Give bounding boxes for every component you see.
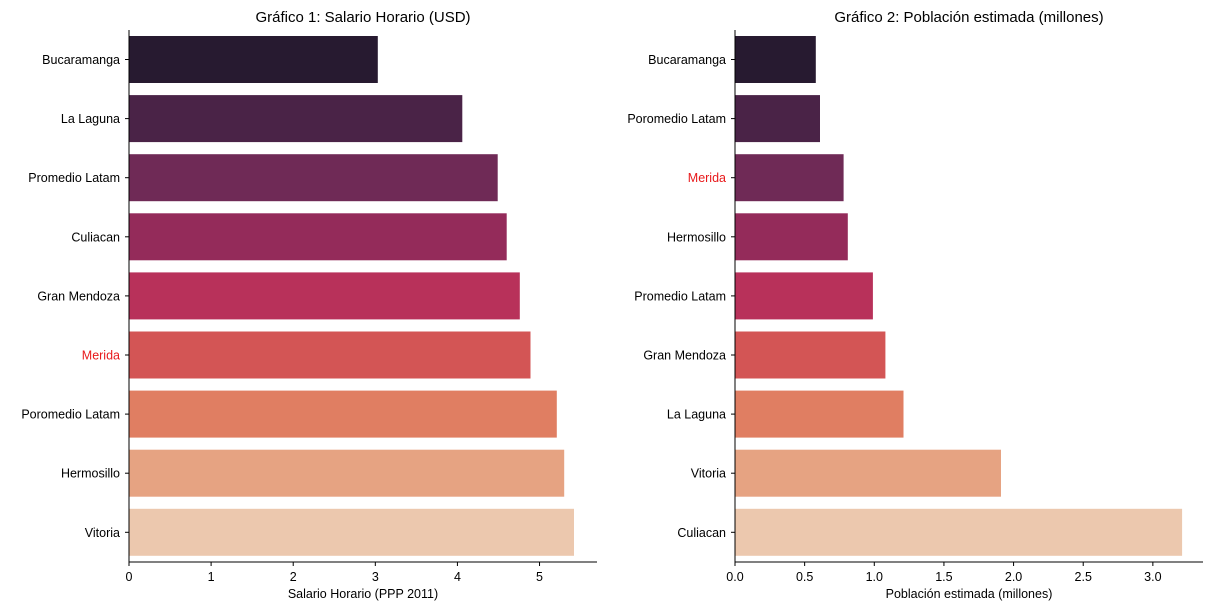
chart1-category-label-7: Hermosillo: [61, 467, 120, 481]
chart1-bar-8: [129, 508, 574, 556]
chart1-title: Gráfico 1: Salario Horario (USD): [255, 9, 470, 26]
chart1-category-label-1: La Laguna: [61, 112, 120, 126]
chart1-xtick-label-1: 1: [208, 570, 215, 584]
chart1-xtick-label-0: 0: [126, 570, 133, 584]
chart1-bar-2: [129, 154, 498, 202]
chart2-bar-7: [735, 449, 1001, 497]
chart1-xtick-label-5: 5: [536, 570, 543, 584]
chart1-bar-7: [129, 449, 565, 497]
chart2-category-label-3: Hermosillo: [667, 230, 726, 244]
chart2-bar-0: [735, 36, 816, 83]
chart2-category-label-5: Gran Mendoza: [643, 349, 726, 363]
chart2-xtick-label-4: 2.0: [1005, 570, 1022, 584]
chart1-bar-4: [129, 272, 520, 320]
chart1-bar-6: [129, 390, 557, 438]
chart1-xtick-label-4: 4: [454, 570, 461, 584]
chart1-x-axis-label: Salario Horario (PPP 2011): [288, 587, 438, 601]
chart2-category-label-1: Poromedio Latam: [627, 112, 726, 126]
chart1-bar-0: [129, 36, 378, 83]
chart2-bar-2: [735, 154, 844, 202]
chart1-category-label-8: Vitoria: [85, 526, 120, 540]
chart2-category-label-8: Culiacan: [677, 526, 726, 540]
chart1-bar-5: [129, 331, 531, 379]
chart1-category-label-3: Culiacan: [71, 230, 120, 244]
chart2-bar-4: [735, 272, 873, 320]
chart1-category-label-2: Promedio Latam: [28, 171, 120, 185]
chart1-bar-1: [129, 95, 463, 143]
chart2-xtick-label-2: 1.0: [866, 570, 883, 584]
chart2-xtick-label-3: 1.5: [935, 570, 952, 584]
chart2-bar-6: [735, 390, 904, 438]
chart2-bar-3: [735, 213, 848, 261]
chart2-bar-1: [735, 95, 820, 143]
chart1-category-label-4: Gran Mendoza: [37, 289, 120, 303]
chart2-category-label-4: Promedio Latam: [634, 289, 726, 303]
chart1-category-label-0: Bucaramanga: [42, 53, 120, 67]
chart2-xtick-label-6: 3.0: [1144, 570, 1161, 584]
chart2-category-label-7: Vitoria: [691, 467, 726, 481]
chart2-xtick-label-5: 2.5: [1075, 570, 1092, 584]
chart2-xtick-label-0: 0.0: [726, 570, 743, 584]
chart1-category-label-6: Poromedio Latam: [21, 408, 120, 422]
chart2-category-label-6: La Laguna: [667, 408, 726, 422]
chart1-category-label-5: Merida: [82, 349, 120, 363]
chart2-category-label-2: Merida: [688, 171, 726, 185]
chart2-x-axis-label: Población estimada (millones): [886, 587, 1053, 601]
chart2-title: Gráfico 2: Población estimada (millones): [834, 9, 1103, 26]
chart2-category-label-0: Bucaramanga: [648, 53, 726, 67]
chart1-bar-3: [129, 213, 507, 261]
chart2-bar-5: [735, 331, 886, 379]
chart1-xtick-label-3: 3: [372, 570, 379, 584]
chart2-bar-8: [735, 508, 1183, 556]
chart1-xtick-label-2: 2: [290, 570, 297, 584]
chart2-xtick-label-1: 0.5: [796, 570, 813, 584]
